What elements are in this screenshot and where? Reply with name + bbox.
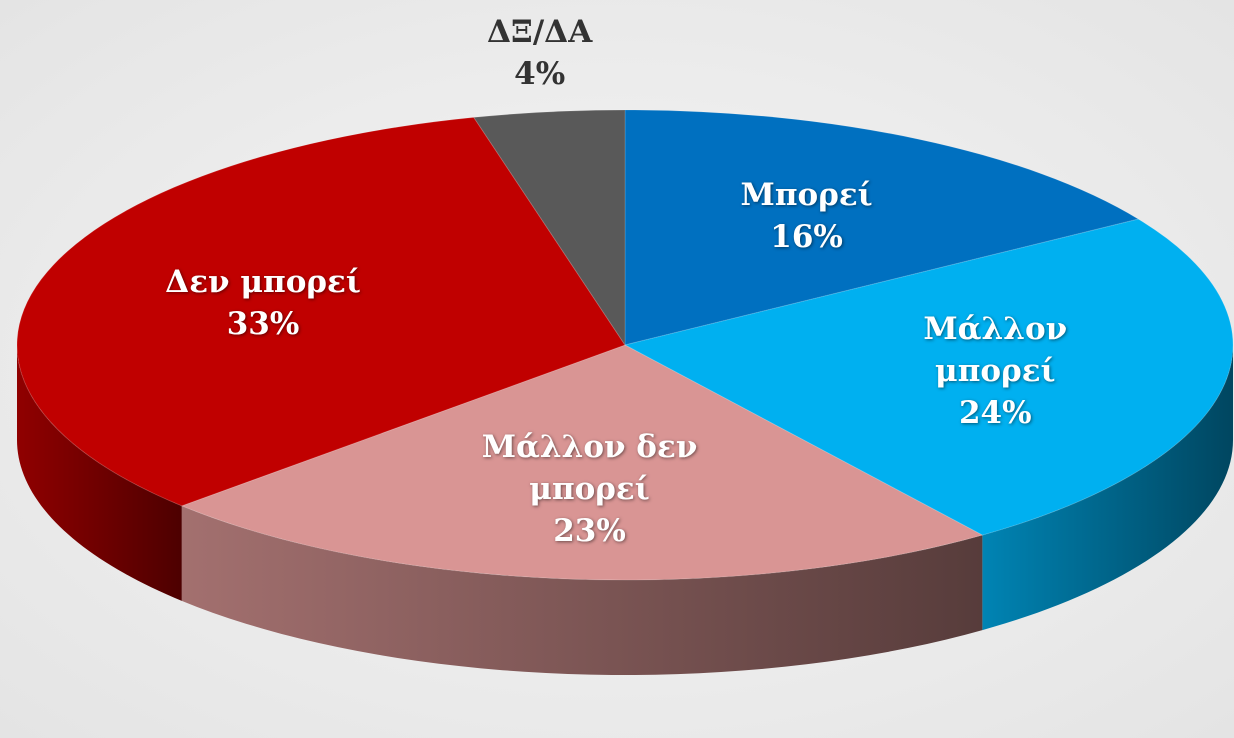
value-label: 24% bbox=[958, 395, 1032, 432]
value-label: 23% bbox=[553, 512, 626, 549]
value-label: 33% bbox=[226, 306, 300, 343]
value-label: 16% bbox=[770, 219, 843, 256]
slice bbox=[623, 218, 1234, 536]
slice-side bbox=[982, 345, 1233, 631]
slice-label: Μάλλον δεν μπορεί 23% bbox=[465, 427, 715, 553]
slice-label: Μπορεί 16% bbox=[682, 175, 932, 259]
slice bbox=[16, 116, 626, 507]
category-label: Μάλλον δεν μπορεί bbox=[481, 429, 698, 508]
slice-side bbox=[181, 505, 983, 675]
slice bbox=[472, 109, 626, 347]
slice bbox=[180, 344, 984, 581]
category-label: Δεν μπορεί bbox=[165, 264, 361, 301]
slice-label: ΔΞ/ΔΑ 4% bbox=[415, 12, 665, 96]
category-label: Μάλλον μπορεί bbox=[923, 311, 1068, 390]
slice-side bbox=[17, 345, 182, 601]
slice-label: Μάλλον μπορεί 24% bbox=[870, 310, 1120, 436]
slice-label: Δεν μπορεί 33% bbox=[138, 263, 388, 347]
slice bbox=[624, 109, 1140, 346]
category-label: Μπορεί bbox=[740, 177, 873, 214]
value-label: 4% bbox=[514, 55, 566, 92]
category-label: ΔΞ/ΔΑ bbox=[486, 14, 593, 51]
